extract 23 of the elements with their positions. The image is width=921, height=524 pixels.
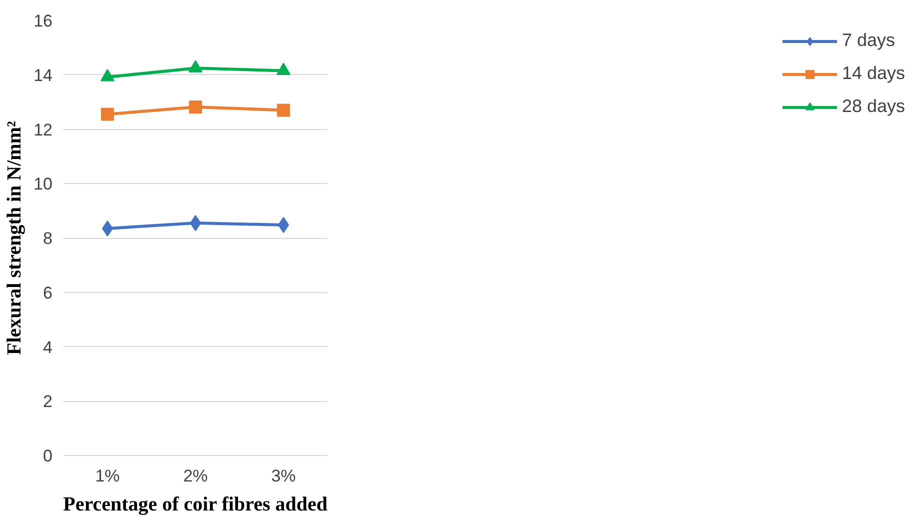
legend-label: 28 days [842, 96, 905, 117]
point [100, 69, 114, 82]
x-tick-label: 3% [271, 466, 296, 486]
y-tick-label: 6 [43, 283, 53, 302]
point [277, 104, 290, 117]
x-axis-title: Percentage of coir fibres added [63, 494, 328, 516]
y-tick-label: 4 [43, 338, 53, 357]
y-axis-title: Flexural strength in N/mm² [4, 121, 26, 355]
point [188, 60, 202, 72]
y-tick-label: 10 [34, 174, 53, 194]
point [276, 62, 290, 76]
legend-label: 14 days [842, 63, 905, 84]
x-tick-label: 2% [183, 466, 208, 486]
x-tick-label: 1% [95, 466, 120, 486]
y-tick-label: 12 [34, 120, 53, 140]
y-tick-label: 2 [43, 392, 53, 412]
y-tick-label: 14 [34, 66, 53, 85]
legend-label: 7 days [842, 30, 895, 51]
y-tick-label: 16 [34, 12, 53, 30]
y-tick-label: 0 [43, 446, 53, 466]
point [101, 108, 114, 121]
y-tick-label: 8 [43, 229, 53, 248]
point [189, 100, 202, 114]
